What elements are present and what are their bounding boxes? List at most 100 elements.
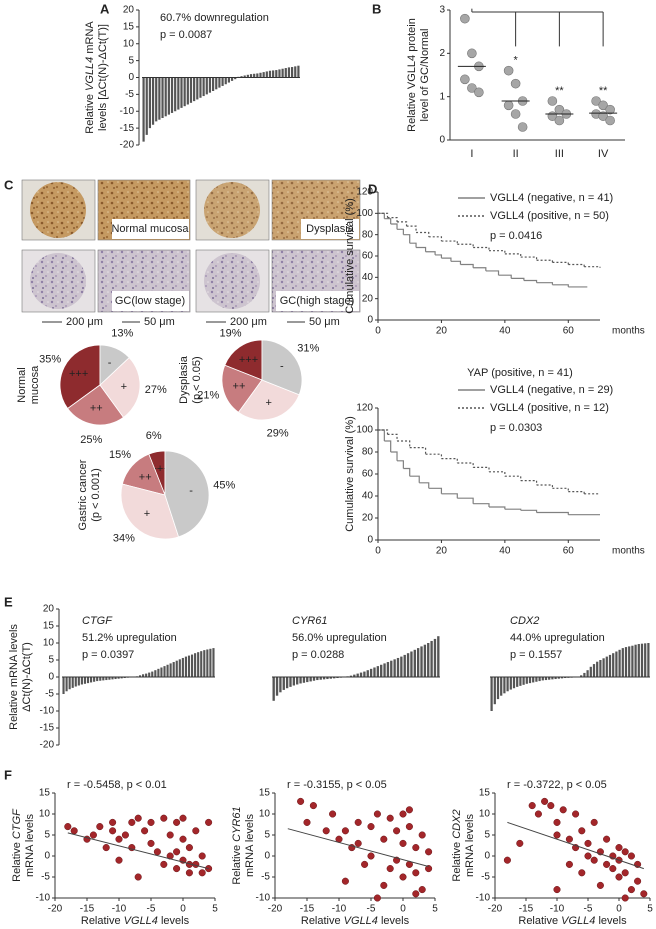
bar	[193, 77, 196, 102]
data-point	[578, 869, 586, 877]
bar	[161, 77, 164, 118]
data-point	[322, 827, 330, 835]
axis-label: (p < 0.05)	[191, 356, 203, 403]
data-point	[115, 856, 123, 864]
bar	[187, 655, 191, 677]
bar	[554, 677, 557, 680]
label-part: Relative	[451, 839, 463, 882]
data-point	[405, 823, 413, 831]
data-point	[559, 806, 567, 814]
y-tick-label: 0	[48, 672, 54, 683]
y-tick-label: 0	[484, 851, 490, 862]
bar	[96, 677, 99, 682]
data-point	[160, 860, 168, 868]
bar	[224, 77, 227, 85]
tma-core	[204, 182, 260, 238]
y-tick-label: -10	[40, 706, 55, 717]
bar	[332, 677, 336, 679]
data-point	[460, 74, 470, 85]
bar	[199, 77, 202, 98]
y-tick-label: -5	[45, 689, 54, 700]
axis-label: Normal	[16, 367, 28, 402]
label-part: Relative	[231, 842, 243, 885]
annotation: r = -0.5458, p < 0.01	[67, 779, 167, 791]
pie-slice	[59, 344, 101, 410]
pie-value-label: 15%	[109, 449, 131, 461]
x-tick-label: IV	[598, 148, 609, 160]
label-part: Normal	[16, 367, 28, 402]
data-point	[605, 115, 615, 126]
y-tick-label: 100	[356, 208, 373, 219]
y-tick-label: 0	[439, 135, 445, 146]
bar	[500, 677, 503, 696]
bar	[535, 677, 538, 682]
bar	[158, 77, 161, 120]
bar	[183, 77, 186, 107]
annotation: r = -0.3722, p < 0.05	[507, 779, 607, 791]
y-tick-label: -15	[120, 123, 135, 134]
axis-label: Relative VGLL4 mRNA	[84, 21, 96, 134]
pie-value-label: 25%	[80, 434, 102, 446]
survival-curve	[384, 440, 392, 452]
bar	[111, 677, 114, 680]
axis-label: levels [ΔCt(N)-ΔCt(T)]	[97, 24, 109, 131]
bar	[172, 662, 175, 677]
bar	[234, 77, 237, 80]
bar	[281, 68, 284, 78]
data-point	[96, 823, 104, 831]
pie-category-label: +++	[69, 368, 88, 380]
pie-category-label: +++	[239, 354, 258, 366]
data-point	[572, 810, 580, 818]
label-part: Cumulative survival (%)	[344, 198, 356, 314]
annotation: 56.0% upregulation	[292, 632, 387, 644]
bar	[596, 661, 599, 677]
data-point	[115, 835, 123, 843]
axis-label: Relative VGLL4 levels	[518, 915, 627, 927]
bar	[290, 67, 294, 78]
survival-curve	[520, 480, 538, 485]
survival-curve	[425, 251, 436, 255]
y-tick-label: -10	[476, 893, 491, 904]
chart-title: YAP (positive, n = 41)	[467, 367, 573, 379]
data-point	[192, 827, 200, 835]
bar	[294, 66, 297, 78]
bar	[278, 69, 281, 78]
survival-curve	[397, 440, 411, 448]
label-part: levels [ΔCt(N)-ΔCt(T)]	[97, 24, 109, 131]
y-tick-label: 10	[123, 38, 135, 49]
label-part: Relative	[518, 915, 561, 927]
bar	[169, 663, 172, 677]
axis-label: Relative CYR61	[231, 806, 243, 884]
bar	[319, 677, 322, 680]
bar	[284, 68, 287, 78]
data-point	[179, 814, 187, 822]
survival-curve	[498, 274, 512, 279]
data-point	[412, 844, 420, 852]
image-label: GC(low stage)	[115, 295, 185, 307]
data-point	[584, 852, 592, 860]
bar	[259, 72, 262, 78]
data-point	[341, 827, 349, 835]
data-point	[198, 869, 206, 877]
y-tick-label: 15	[479, 788, 491, 799]
label-part: mRNA	[84, 21, 96, 57]
data-point	[418, 831, 426, 839]
axis-label: Relative VGLL4 levels	[81, 915, 190, 927]
annotation: p = 0.0087	[160, 29, 212, 41]
bar	[390, 660, 393, 677]
bar	[336, 677, 339, 679]
label-part: Relative	[11, 839, 23, 882]
bar	[265, 71, 268, 78]
axis-label: Relative mRNA levels	[8, 624, 20, 730]
x-tick-label: 0	[375, 326, 381, 337]
scale-bar-label: 50 μm	[309, 316, 340, 328]
bar	[496, 677, 500, 700]
bar	[548, 677, 551, 680]
bar	[618, 649, 621, 677]
bar	[155, 77, 158, 122]
bar	[538, 677, 541, 682]
bar	[299, 677, 302, 684]
bar	[197, 652, 200, 677]
data-point	[425, 865, 433, 873]
pie-category-label: ++	[139, 471, 152, 483]
